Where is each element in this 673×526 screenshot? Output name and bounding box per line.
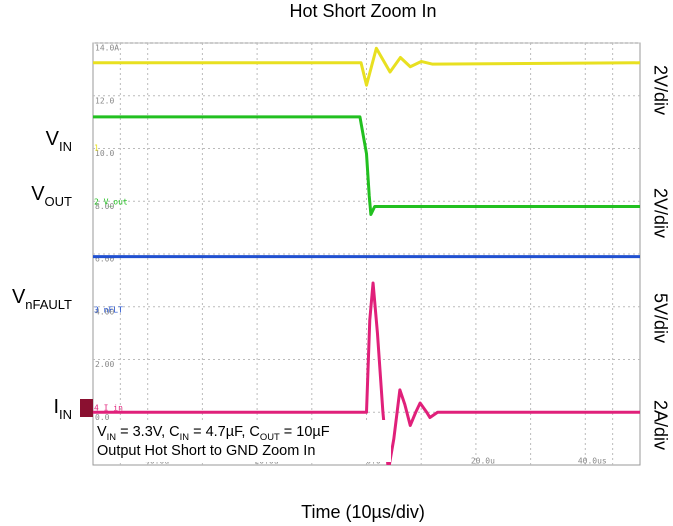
annotation: VIN = 3.3V, CIN = 4.7µF, COUT = 10µF (97, 424, 330, 442)
channel-marker: 1 (94, 144, 99, 153)
channel-marker: 3 nFLT (94, 306, 123, 315)
annotation: Output Hot Short to GND Zoom In (97, 443, 315, 459)
y-tick-label: 10.0 (95, 149, 114, 158)
text-part: Output Hot Short to GND Zoom In (97, 443, 315, 459)
scale-label: 2V/div (650, 188, 670, 238)
text-part: = 10µF (280, 424, 330, 440)
channel-label: VOUT (31, 183, 72, 209)
text-part: OUT (260, 431, 280, 442)
scale-label: 2V/div (650, 65, 670, 115)
trace (93, 115, 640, 216)
text-part: = 4.7µF, C (189, 424, 260, 440)
channel-marker: 4 I_in (94, 404, 123, 413)
trace (93, 46, 640, 87)
channel-label: IIN (53, 396, 72, 422)
text-part: nFAULT (25, 297, 72, 312)
y-tick-label: 0.0 (95, 413, 110, 422)
x-tick-label: 40.0us (578, 457, 607, 466)
channel-label: VnFAULT (12, 286, 72, 312)
y-tick-label: 14.0A (95, 44, 119, 53)
text-part: I (53, 396, 59, 418)
scale-label: 2A/div (650, 400, 670, 450)
text-part: IN (59, 407, 72, 422)
text-part: V (97, 424, 107, 440)
x-tick-label: 20.0u (471, 457, 495, 466)
y-tick-label: 6.00 (95, 255, 114, 264)
text-part: V (12, 286, 26, 308)
channel-marker: 2 V_out (94, 198, 128, 207)
text-part: IN (180, 431, 190, 442)
chart-title: Hot Short Zoom In (289, 1, 436, 21)
text-part: OUT (45, 194, 73, 209)
text-part: IN (107, 431, 117, 442)
channel-label: VIN (46, 128, 72, 154)
x-axis-label: Time (10µs/div) (301, 502, 425, 522)
trace (93, 281, 640, 465)
text-part: IN (59, 139, 72, 154)
channel-4-box (80, 399, 93, 417)
text-part: V (46, 128, 60, 150)
y-tick-label: 8.00 (95, 202, 114, 211)
traces (93, 46, 640, 465)
scale-label: 5V/div (650, 293, 670, 343)
annotation-box (94, 420, 391, 462)
text-part: V (31, 183, 45, 205)
y-tick-label: 2.00 (95, 360, 114, 369)
text-part: = 3.3V, C (116, 424, 180, 440)
y-tick-label: 4.00 (95, 307, 114, 316)
y-tick-label: 12.0 (95, 96, 114, 105)
